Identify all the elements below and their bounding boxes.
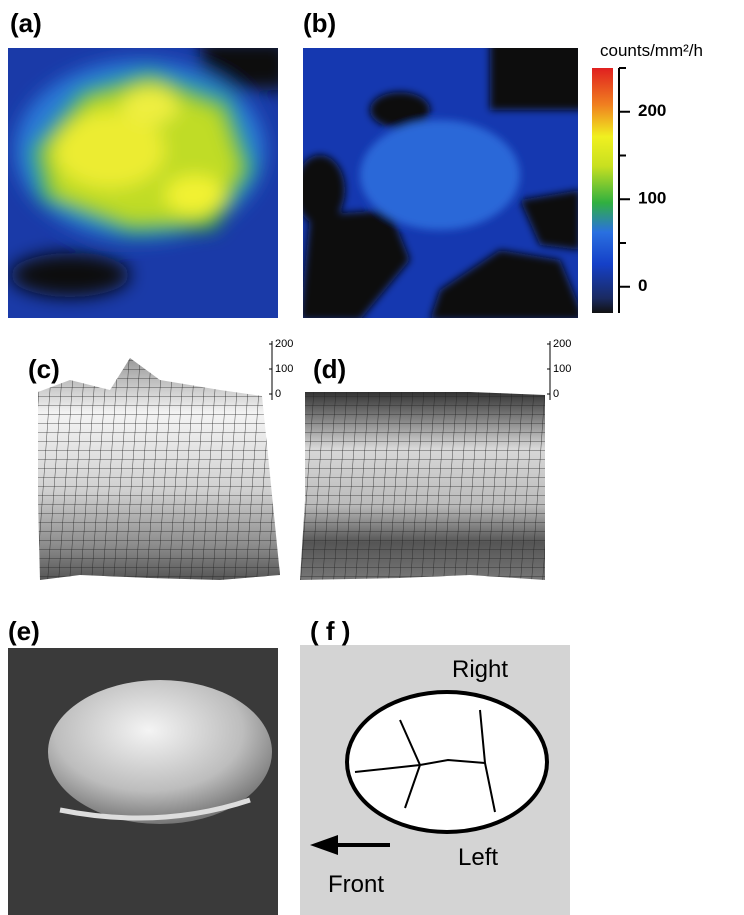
tick-label: 200 (275, 338, 293, 350)
panel-label: (c) (28, 354, 60, 384)
mesh-d (300, 392, 545, 580)
colorbar (592, 68, 613, 313)
photo-e (8, 648, 278, 915)
mesh-c (38, 358, 280, 580)
tick-label: 0 (553, 388, 559, 400)
colorbar-title: counts/mm²/h (600, 41, 703, 60)
label-left: Left (458, 844, 498, 871)
panel-label: (a) (10, 8, 42, 38)
panel-label: (d) (313, 354, 346, 384)
panel-label: ( f ) (310, 616, 350, 646)
tick-label: 200 (638, 101, 666, 120)
heatmap-b (295, 40, 585, 320)
tick-label: 100 (275, 363, 293, 375)
tick-label: 200 (553, 338, 571, 350)
label-right: Right (452, 656, 508, 683)
figure: counts/mm²/h 0 100 200 0 100 200 0 100 200 Rig… (0, 0, 744, 915)
colorbar-ticks: 0 100 200 (619, 68, 666, 295)
scale-d: 0 100 200 (547, 338, 571, 400)
panel-label: (e) (8, 616, 40, 646)
scale-c: 0 100 200 (269, 338, 293, 400)
tick-label: 0 (638, 276, 647, 295)
tick-label: 100 (638, 189, 666, 208)
label-front: Front (328, 871, 384, 898)
tick-label: 0 (275, 388, 281, 400)
panel-label: (b) (303, 8, 336, 38)
tick-label: 100 (553, 363, 571, 375)
heatmap-a (8, 40, 290, 318)
